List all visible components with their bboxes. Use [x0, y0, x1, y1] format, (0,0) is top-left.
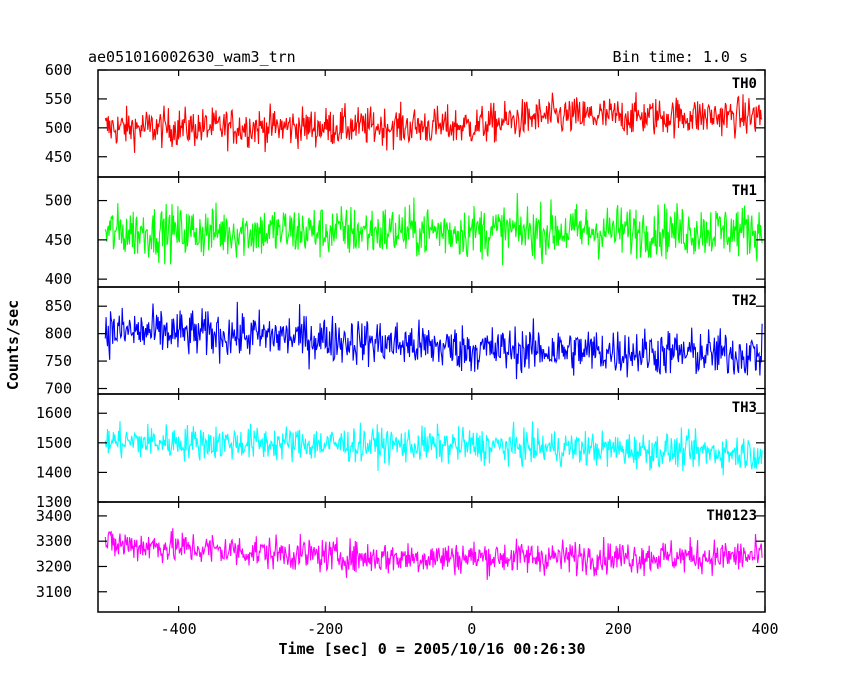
panel-label-th3: TH3: [732, 400, 757, 416]
x-tick-label: 200: [605, 620, 632, 638]
chart-title: ae051016002630_wam3_trn: [88, 48, 296, 66]
y-tick-label-th0: 500: [45, 119, 72, 137]
y-tick-label-th2: 850: [45, 297, 72, 315]
series-line-th1: [104, 192, 763, 266]
y-tick-label-th0: 450: [45, 148, 72, 166]
series-line-th3: [104, 421, 763, 476]
y-tick-label-th1: 450: [45, 231, 72, 249]
y-tick-label-th3: 1500: [36, 434, 72, 452]
y-tick-label-th3: 1300: [36, 493, 72, 511]
panel-label-th0: TH0: [732, 76, 757, 92]
y-tick-label-th0123: 3300: [36, 532, 72, 550]
y-tick-label-th0: 600: [45, 61, 72, 79]
x-tick-label: -200: [307, 620, 343, 638]
y-tick-label-th2: 800: [45, 325, 72, 343]
x-tick-label: -400: [161, 620, 197, 638]
x-tick-label: 400: [751, 620, 778, 638]
panel-label-th1: TH1: [732, 183, 757, 199]
y-tick-label-th2: 700: [45, 380, 72, 398]
y-tick-label-th0123: 3400: [36, 507, 72, 525]
panel-label-th2: TH2: [732, 293, 757, 309]
y-tick-label-th0: 550: [45, 90, 72, 108]
x-axis-title: Time [sec] 0 = 2005/10/16 00:26:30: [278, 640, 585, 658]
y-tick-label-th1: 500: [45, 192, 72, 210]
series-line-th2: [104, 301, 763, 380]
series-line-th0123: [104, 528, 763, 580]
y-tick-label-th2: 750: [45, 352, 72, 370]
y-tick-label-th0123: 3200: [36, 557, 72, 575]
y-axis-title: Counts/sec: [4, 300, 22, 390]
bin-time-label: Bin time: 1.0 s: [613, 48, 748, 66]
series-line-th0: [104, 92, 763, 153]
y-tick-label-th0123: 3100: [36, 583, 72, 601]
y-tick-label-th3: 1600: [36, 404, 72, 422]
panels: 450 500 550 600 TH0 400 450 500 TH1 700 750 800 850 T…: [36, 61, 779, 638]
y-tick-label-th1: 400: [45, 270, 72, 288]
y-tick-label-th3: 1400: [36, 463, 72, 481]
panel-label-th0123: TH0123: [706, 508, 757, 524]
x-tick-label: 0: [467, 620, 476, 638]
panel-frame-th0123: [97, 501, 766, 613]
